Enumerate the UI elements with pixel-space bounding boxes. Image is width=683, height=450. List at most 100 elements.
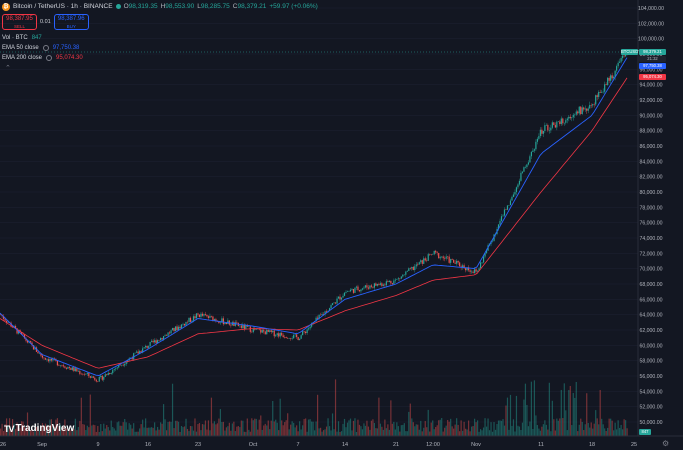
volume-bar xyxy=(109,430,111,436)
volume-bar xyxy=(47,425,50,436)
candle-body xyxy=(536,138,538,142)
volume-bar xyxy=(143,427,145,436)
chart-grid xyxy=(0,7,638,423)
indicator-ema200[interactable]: EMA 200 close 95,074.30 xyxy=(2,55,83,61)
volume-bar xyxy=(29,429,32,436)
volume-bar xyxy=(532,428,534,436)
candle-body xyxy=(554,125,556,128)
candle-body xyxy=(415,264,417,267)
candle-body xyxy=(76,368,78,372)
volume-bar xyxy=(554,430,556,436)
candle-body xyxy=(164,335,166,337)
candle-body xyxy=(302,331,304,336)
volume-bar xyxy=(86,425,88,436)
volume-bar xyxy=(221,422,223,436)
gear-icon[interactable]: ⚙ xyxy=(662,439,670,448)
price-tick-label: 88,000.00 xyxy=(639,129,662,135)
volume-bar xyxy=(620,424,622,436)
volume-bar xyxy=(89,394,91,436)
volume-bar xyxy=(494,429,497,436)
price-tick-label: 74,000.00 xyxy=(639,236,662,242)
candle-body xyxy=(222,318,224,325)
collapse-legend-icon[interactable]: ⌃ xyxy=(5,65,11,72)
candle-body xyxy=(291,338,293,339)
time-tick-label: 18 xyxy=(589,442,595,448)
candle-body xyxy=(351,289,353,290)
candle-body xyxy=(14,325,17,329)
candle-body xyxy=(159,338,162,341)
candle-body xyxy=(170,330,172,334)
candle-body xyxy=(590,105,592,106)
volume-bar xyxy=(246,418,248,436)
volume-bar xyxy=(502,419,504,436)
volume-bar xyxy=(572,392,574,436)
candle-body xyxy=(261,330,263,333)
candle-body xyxy=(342,295,344,298)
price-tick-label: 86,000.00 xyxy=(639,144,662,150)
circle-icon[interactable] xyxy=(46,55,53,61)
candle-body xyxy=(321,314,323,315)
volume-bar xyxy=(444,427,446,436)
candle-body xyxy=(478,268,480,271)
volume-bar xyxy=(509,394,512,436)
volume-bar xyxy=(112,426,114,436)
sell-button[interactable]: 98,387.95 SELL xyxy=(2,14,37,30)
circle-icon[interactable] xyxy=(42,45,49,51)
candle-body xyxy=(46,359,48,360)
candle-body xyxy=(343,292,346,296)
candle-body xyxy=(252,328,254,333)
candle-body xyxy=(596,95,598,97)
candle-body xyxy=(263,330,265,332)
candle-body xyxy=(334,302,337,304)
volume-bar xyxy=(173,428,175,436)
volume-bar xyxy=(209,430,211,436)
volume-bar xyxy=(17,425,20,436)
tradingview-logo[interactable]: TV TradingView xyxy=(4,423,74,434)
candle-body xyxy=(571,117,573,119)
buy-button[interactable]: 98,387.96 BUY xyxy=(53,14,89,30)
candle-body xyxy=(80,373,82,375)
volume-bar xyxy=(41,423,44,436)
symbol-header[interactable]: ₿ Bitcoin / TetherUS · 1h · BINANCE O98,… xyxy=(2,1,318,12)
volume-bar xyxy=(270,420,272,436)
volume-bar xyxy=(71,428,73,436)
candle-body xyxy=(276,333,278,336)
volume-bar xyxy=(512,419,515,436)
candle-body xyxy=(553,122,555,126)
candle-body xyxy=(185,321,187,326)
candle-body xyxy=(523,167,525,172)
volume-bar xyxy=(535,415,537,436)
candle-body xyxy=(465,268,467,271)
indicator-ema50[interactable]: EMA 50 close 97,750.38 xyxy=(2,45,80,51)
price-tick-label: 82,000.00 xyxy=(639,175,662,181)
volume-bar xyxy=(296,425,298,436)
volume-bar xyxy=(385,428,387,436)
candle-body xyxy=(584,108,586,110)
volume-bar xyxy=(608,418,610,436)
price-tick-label: 68,000.00 xyxy=(639,282,662,288)
volume-bar xyxy=(325,426,328,436)
volume-bar xyxy=(227,426,229,436)
volume-bar xyxy=(239,427,241,436)
candle-body xyxy=(315,317,317,322)
volume-bar xyxy=(381,426,383,436)
candle-body xyxy=(366,285,368,288)
bitcoin-icon: ₿ xyxy=(2,2,10,11)
volume-bar xyxy=(384,419,386,436)
volume-bar xyxy=(79,420,81,436)
volume-bar xyxy=(475,422,477,436)
candle-body xyxy=(133,353,135,360)
volume-bar xyxy=(569,385,571,436)
volume-bar xyxy=(272,400,274,436)
candle-body xyxy=(509,200,512,206)
volume-bar xyxy=(159,422,162,436)
indicator-volume[interactable]: Vol · BTC 847 xyxy=(2,35,42,41)
candle-body xyxy=(240,325,242,328)
volume-bar xyxy=(526,404,528,436)
volume-tag: 847 xyxy=(639,429,651,435)
price-tick-label: 96,000.00 xyxy=(639,67,662,73)
symbol-title[interactable]: Bitcoin / TetherUS · 1h · BINANCE xyxy=(13,3,113,10)
volume-bar xyxy=(465,428,467,436)
candle-body xyxy=(388,280,390,282)
